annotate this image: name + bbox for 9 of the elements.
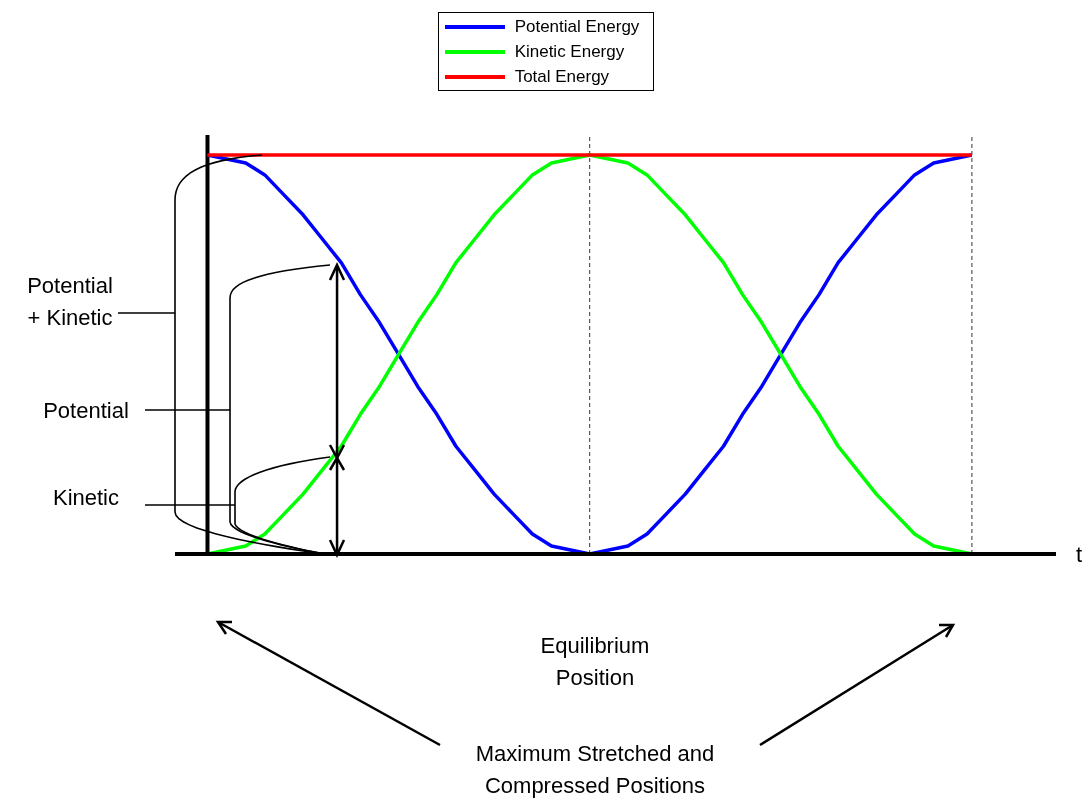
text: Kinetic xyxy=(51,484,120,512)
x-axis-title: t xyxy=(1074,541,1084,569)
text: Equilibrium Position xyxy=(539,632,651,692)
legend-label: Kinetic Energy xyxy=(514,41,625,62)
text: Potential xyxy=(42,397,130,425)
legend-label: Total Energy xyxy=(514,66,610,87)
text: Maximum Stretched and Compressed Positions xyxy=(474,740,716,800)
legend-label: Potential Energy xyxy=(514,16,640,37)
text: Potential + Kinetic xyxy=(27,272,113,332)
